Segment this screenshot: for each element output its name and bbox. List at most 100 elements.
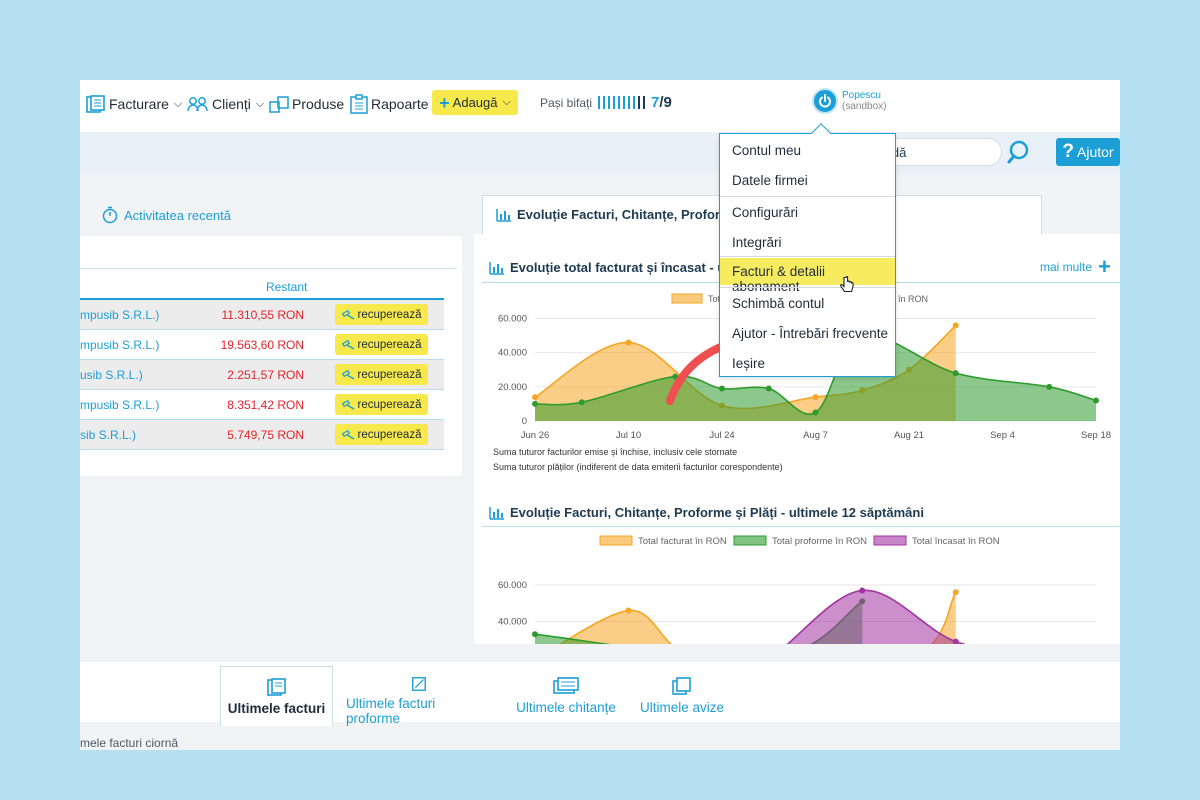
menu-item-datele-firmei[interactable]: Datele firmei — [732, 173, 808, 188]
menu-item-schimba-contul[interactable]: Schimbă contul — [732, 296, 825, 311]
recover-button[interactable]: recuperează — [335, 334, 428, 355]
data-point[interactable] — [625, 607, 632, 614]
table-row[interactable]: mpusib S.R.L.) 11.310,55 RON recuperează — [80, 300, 444, 330]
menu-item-configurari[interactable]: Configurări — [732, 205, 799, 220]
legend-swatch[interactable] — [733, 535, 767, 546]
legend-label: Total proforme în RON — [772, 536, 867, 547]
step-bar — [633, 96, 636, 109]
data-point[interactable] — [859, 587, 866, 594]
column-restant: Restant — [266, 280, 308, 294]
question-icon: ? — [1062, 141, 1075, 162]
recover-button[interactable]: recuperează — [335, 304, 428, 325]
activity-table-header: Restant — [80, 276, 444, 300]
recover-label: recuperează — [357, 368, 422, 381]
clients-icon — [187, 97, 208, 112]
help-button[interactable]: ? Ajutor — [1056, 138, 1120, 166]
legend-swatch[interactable] — [599, 535, 633, 546]
client-name[interactable]: usib S.R.L.) — [80, 368, 143, 382]
bar-chart-icon — [496, 208, 511, 222]
recover-label: recuperează — [357, 338, 422, 351]
table-row[interactable]: mpusib S.R.L.) 8.351,42 RON recuperează — [80, 390, 444, 420]
client-name[interactable]: mpusib S.R.L.) — [80, 308, 160, 322]
chart2-heading: Evoluție Facturi, Chitanțe, Proforme și … — [489, 505, 924, 520]
search-icon[interactable] — [1006, 139, 1032, 165]
recover-button[interactable]: recuperează — [335, 424, 428, 445]
data-point[interactable] — [532, 631, 538, 638]
chart1-heading: Evoluție total facturat și încasat - ult — [489, 260, 733, 275]
client-name[interactable]: mpusib S.R.L.) — [80, 338, 160, 352]
data-point[interactable] — [1093, 397, 1099, 404]
client-name[interactable]: sib S.R.L.) — [80, 428, 137, 442]
tab-ultimele-proforme[interactable]: Ultimele facturi proforme — [346, 666, 492, 726]
nav-clienti[interactable]: Clienți ⌵ — [187, 92, 264, 116]
data-point[interactable] — [812, 409, 819, 416]
gavel-icon — [341, 399, 354, 410]
menu-item-contul-meu[interactable]: Contul meu — [732, 143, 802, 158]
data-point[interactable] — [952, 638, 959, 644]
tab-ultimele-chitante[interactable]: Ultimele chitanțe — [514, 666, 618, 726]
data-point[interactable] — [952, 589, 959, 596]
menu-item-iesire[interactable]: Ieșire — [732, 356, 766, 371]
hand-cursor-icon — [840, 276, 854, 293]
nav-produse-label: Produse — [292, 96, 345, 112]
tab-ultimele-avize[interactable]: Ultimele avize — [638, 666, 726, 726]
more-link[interactable]: mai multe + — [1040, 256, 1111, 278]
data-point[interactable] — [1046, 383, 1053, 390]
stopwatch-icon — [102, 206, 118, 224]
data-point[interactable] — [812, 394, 819, 401]
data-point[interactable] — [625, 339, 632, 346]
chart1-title: Evoluție total facturat și încasat - ult — [510, 260, 734, 275]
data-point[interactable] — [952, 322, 959, 329]
steps-progress[interactable]: Pași bifați 7/9 — [540, 94, 672, 111]
x-tick-label: Jun 26 — [521, 430, 550, 441]
activity-panel: Restant mpusib S.R.L.) 11.310,55 RON recup… — [80, 236, 462, 476]
data-point[interactable] — [532, 400, 538, 407]
app-window: Facturare ⌵ Clienți ⌵ Produse Rapoarte +… — [80, 80, 1120, 750]
user-menu-trigger[interactable]: Popescu (sandbox) — [812, 88, 886, 114]
nav-facturare[interactable]: Facturare ⌵ — [86, 92, 182, 116]
menu-item-facturi-abonament[interactable]: Facturi & detalii abonament — [720, 258, 895, 294]
x-tick-label: Jul 24 — [709, 430, 734, 441]
data-point[interactable] — [532, 394, 538, 401]
tab-ultimele-facturi[interactable]: Ultimele facturi — [220, 666, 333, 726]
drafts-heading: mele facturi ciornă — [80, 736, 179, 750]
legend-swatch[interactable] — [873, 535, 907, 546]
data-point[interactable] — [952, 370, 959, 377]
data-point[interactable] — [578, 399, 585, 406]
activity-tab[interactable]: Activitatea recentă — [102, 206, 231, 224]
outstanding-amount: 2.251,57 RON — [227, 368, 304, 382]
table-row[interactable]: usib S.R.L.) 2.251,57 RON recuperează — [80, 360, 444, 390]
user-name: Popescu — [842, 90, 881, 101]
charts-tab-label: Evoluție Facturi, Chitanțe, Proforme — [517, 207, 739, 222]
chart1-note-2: Suma tuturor plăților (indiferent de dat… — [493, 462, 783, 472]
recover-button[interactable]: recuperează — [335, 394, 428, 415]
legend-label: Total facturat în RON — [638, 536, 727, 547]
add-button-label: Adaugă — [452, 95, 498, 110]
data-point[interactable] — [719, 385, 725, 392]
x-tick-label: Aug 7 — [803, 430, 828, 441]
activity-divider — [80, 268, 457, 269]
menu-item-ajutor[interactable]: Ajutor - Întrebări frecvente — [732, 326, 889, 341]
table-row[interactable]: mpusib S.R.L.) 19.563,60 RON recuperează — [80, 330, 444, 360]
step-bar — [598, 96, 601, 109]
nav-produse[interactable]: Produse — [269, 92, 344, 116]
legend-swatch[interactable] — [671, 293, 703, 304]
nav-clienti-label: Clienți — [212, 96, 251, 112]
add-button[interactable]: + Adaugă ⌵ — [432, 90, 518, 115]
nav-rapoarte[interactable]: Rapoarte — [350, 92, 429, 116]
bar-chart-icon — [489, 506, 504, 520]
menu-item-integrari[interactable]: Integrări — [732, 235, 782, 250]
tab-ultimele-proforme-label: Ultimele facturi proforme — [346, 696, 436, 726]
client-name[interactable]: mpusib S.R.L.) — [80, 398, 160, 412]
table-row[interactable]: sib S.R.L.) 5.749,75 RON recuperează — [80, 420, 444, 450]
x-tick-label: Sep 4 — [990, 430, 1015, 441]
invoices-icon — [266, 678, 286, 696]
user-environment: (sandbox) — [842, 101, 887, 112]
outstanding-amount: 11.310,55 RON — [221, 308, 305, 322]
data-point[interactable] — [765, 385, 772, 392]
recover-button[interactable]: recuperează — [335, 364, 428, 385]
nav-facturare-label: Facturare — [109, 96, 169, 112]
chart2-divider — [482, 526, 1120, 527]
menu-divider — [720, 196, 895, 197]
